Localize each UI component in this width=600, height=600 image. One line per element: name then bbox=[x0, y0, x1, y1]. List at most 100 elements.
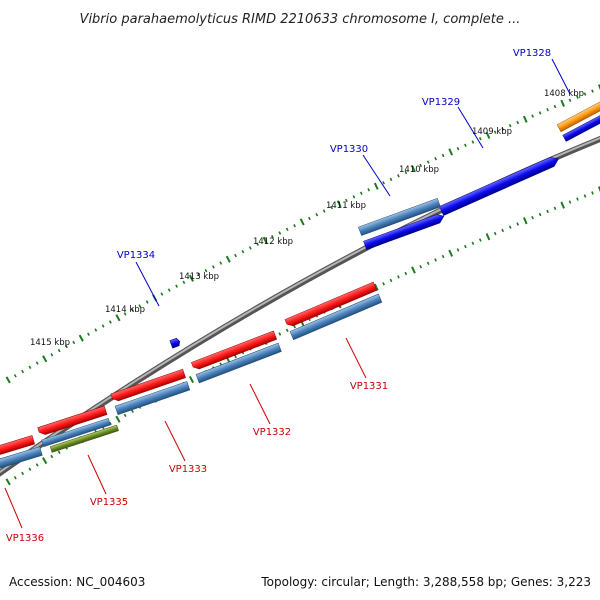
gene-label-vp1329[interactable]: VP1329 bbox=[422, 97, 460, 108]
scale-tick-upper-36 bbox=[271, 235, 274, 239]
scale-tick-lower-77 bbox=[576, 197, 579, 201]
gene-label-vp1330[interactable]: VP1330 bbox=[330, 144, 368, 155]
scale-tick-upper-57 bbox=[426, 160, 430, 164]
scale-tick-lower-7 bbox=[57, 450, 61, 454]
scale-tick-lower-56 bbox=[419, 265, 423, 269]
gene-label-vp1333[interactable]: VP1333 bbox=[169, 464, 207, 475]
scale-label-1413: 1413 kbp bbox=[179, 272, 219, 282]
scale-tick-lower-78 bbox=[583, 194, 587, 198]
gene-labels-upper: VP1328 VP1329 VP1330 VP1334 bbox=[117, 48, 551, 261]
gene-labels-lower: VP1331 VP1332 VP1333 VP1335 VP1336 bbox=[6, 381, 388, 544]
scale-tick-lower-0 bbox=[5, 478, 11, 486]
gene-feature-vp1336[interactable] bbox=[0, 434, 43, 473]
scale-tick-upper-55 bbox=[411, 165, 416, 173]
scale-tick-upper-66 bbox=[493, 130, 497, 134]
scale-tick-upper-67 bbox=[501, 127, 505, 131]
gene-track-upper bbox=[169, 99, 600, 349]
scale-tick-upper-3 bbox=[28, 365, 32, 369]
scale-tick-lower-2 bbox=[21, 471, 25, 476]
scale-tick-upper-13 bbox=[101, 324, 105, 328]
scale-tick-lower-74 bbox=[553, 206, 557, 210]
gene-label-vp1336[interactable]: VP1336 bbox=[6, 533, 44, 544]
gene-feature-vp1334[interactable] bbox=[169, 337, 181, 349]
scale-tick-upper-41 bbox=[308, 216, 311, 221]
scale-tick-lower-53 bbox=[397, 275, 400, 279]
scale-tick-upper-33 bbox=[248, 246, 252, 250]
scale-tick-upper-14 bbox=[108, 320, 112, 324]
scale-tick-upper-50 bbox=[373, 182, 379, 190]
gene-label-leaders bbox=[4, 58, 571, 529]
scale-tick-lower-65 bbox=[485, 233, 491, 241]
scale-tick-lower-6 bbox=[50, 454, 54, 459]
scale-tick-lower-5 bbox=[42, 457, 48, 465]
scale-tick-upper-11 bbox=[87, 332, 90, 336]
scale-tick-upper-17 bbox=[131, 308, 134, 312]
scale-tick-lower-73 bbox=[546, 209, 549, 214]
scale-tick-upper-1 bbox=[13, 374, 17, 378]
scale-tick-upper-27 bbox=[204, 269, 208, 273]
scale-tick-lower-76 bbox=[568, 200, 572, 204]
gene-label-vp1332[interactable]: VP1332 bbox=[253, 427, 291, 438]
scale-tick-lower-39 bbox=[293, 325, 296, 329]
scale-tick-upper-19 bbox=[145, 300, 149, 304]
scale-tick-upper-53 bbox=[397, 174, 400, 178]
scale-tick-upper-58 bbox=[434, 157, 437, 161]
scale-label-1414: 1414 kbp bbox=[105, 305, 145, 315]
scale-tick-upper-25 bbox=[188, 274, 194, 282]
scale-tick-lower-60 bbox=[448, 249, 454, 257]
scale-tick-upper-15 bbox=[115, 314, 121, 322]
scale-tick-upper-24 bbox=[182, 280, 186, 284]
gene-feature-vp1330[interactable] bbox=[358, 198, 445, 250]
scale-tick-upper-35 bbox=[262, 236, 268, 244]
gene-feature-vp1335[interactable] bbox=[37, 404, 119, 454]
scale-tick-upper-76 bbox=[568, 98, 572, 102]
scale-tick-upper-29 bbox=[219, 261, 223, 265]
scale-tick-upper-46 bbox=[345, 198, 348, 203]
gene-label-vp1328[interactable]: VP1328 bbox=[513, 48, 551, 59]
scale-tick-lower-69 bbox=[516, 222, 520, 226]
scale-tick-lower-52 bbox=[389, 278, 393, 283]
scale-tick-upper-68 bbox=[508, 124, 512, 128]
gene-label-vp1331[interactable]: VP1331 bbox=[350, 381, 388, 392]
scale-tick-upper-59 bbox=[441, 153, 445, 158]
scale-tick-upper-73 bbox=[546, 108, 549, 112]
scale-tick-lower-50 bbox=[373, 283, 379, 291]
scale-tick-upper-10 bbox=[78, 334, 84, 342]
scale-tick-upper-74 bbox=[553, 104, 557, 109]
scale-tick-upper-18 bbox=[138, 304, 142, 308]
scale-tick-upper-70 bbox=[522, 115, 528, 123]
scale-tick-upper-39 bbox=[293, 224, 296, 228]
scale-tick-upper-64 bbox=[478, 137, 482, 141]
scale-tick-upper-61 bbox=[456, 147, 460, 151]
gene-feature-vp1333[interactable] bbox=[110, 368, 191, 416]
scale-tick-upper-77 bbox=[576, 95, 579, 99]
scale-label-1412: 1412 kbp bbox=[253, 237, 293, 247]
scale-tick-lower-37 bbox=[278, 332, 282, 336]
scale-tick-upper-7 bbox=[57, 348, 61, 353]
scale-tick-upper-28 bbox=[211, 265, 215, 269]
scale-tick-lower-70 bbox=[523, 217, 528, 225]
gene-feature-vp1332[interactable] bbox=[191, 330, 282, 384]
scale-tick-upper-4 bbox=[35, 361, 39, 365]
gene-feature-vp1331[interactable] bbox=[284, 281, 383, 341]
scale-label-1415: 1415 kbp bbox=[30, 338, 70, 348]
scale-tick-lower-59 bbox=[441, 254, 445, 259]
scale-tick-upper-71 bbox=[531, 114, 534, 118]
scale-tick-upper-16 bbox=[123, 312, 127, 316]
scale-tick-upper-26 bbox=[197, 272, 201, 277]
scale-tick-lower-58 bbox=[434, 258, 437, 262]
gene-feature-vp1329[interactable] bbox=[439, 154, 560, 216]
scale-tick-lower-72 bbox=[538, 212, 542, 217]
scale-tick-upper-56 bbox=[419, 163, 423, 168]
scale-tick-lower-63 bbox=[471, 241, 475, 245]
scale-tick-lower-3 bbox=[28, 467, 32, 471]
gene-label-vp1334[interactable]: VP1334 bbox=[117, 250, 155, 261]
scale-tick-lower-68 bbox=[508, 225, 512, 229]
scale-tick-upper-12 bbox=[94, 328, 98, 332]
scale-tick-lower-79 bbox=[591, 191, 594, 195]
gene-label-vp1335[interactable]: VP1335 bbox=[90, 497, 128, 508]
scale-tick-lower-17 bbox=[131, 409, 134, 413]
scale-tick-lower-61 bbox=[456, 248, 460, 252]
scale-tick-upper-2 bbox=[21, 369, 25, 374]
